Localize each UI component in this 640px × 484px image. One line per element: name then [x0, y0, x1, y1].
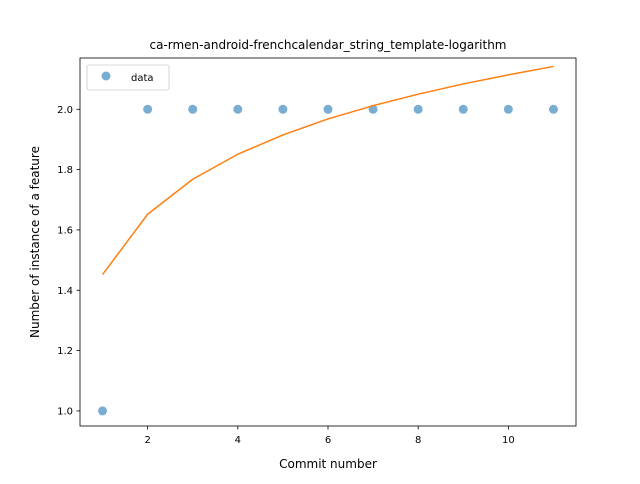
data-point	[323, 104, 333, 114]
x-tick-label: 10	[502, 435, 515, 446]
y-tick-label: 1.0	[57, 406, 73, 417]
chart-title: ca-rmen-android-frenchcalendar_string_te…	[149, 38, 506, 52]
x-axis-label: Commit number	[279, 457, 377, 471]
y-axis-label: Number of instance of a feature	[28, 146, 42, 338]
y-axis-ticks: 1.0 1.2 1.4 1.6 1.8 2.0	[57, 105, 80, 417]
data-point	[278, 104, 288, 114]
legend-marker	[101, 71, 111, 81]
y-tick-label: 1.4	[57, 286, 73, 297]
series-layer	[98, 65, 558, 416]
data-point	[143, 104, 153, 114]
x-tick-label: 2	[144, 435, 150, 446]
y-tick-label: 1.6	[57, 225, 73, 236]
legend-box	[86, 64, 170, 91]
legend: data	[86, 64, 170, 91]
data-point	[413, 104, 423, 114]
legend-label: data	[131, 73, 154, 84]
data-point	[548, 104, 558, 114]
x-tick-label: 4	[235, 435, 241, 446]
data-point	[458, 104, 468, 114]
x-tick-label: 6	[325, 435, 331, 446]
data-point	[503, 104, 513, 114]
x-axis-ticks: 2 4 6 8 10	[144, 426, 515, 446]
y-tick-label: 1.2	[57, 346, 73, 357]
data-point	[98, 406, 108, 416]
y-tick-label: 2.0	[57, 105, 73, 116]
data-point	[233, 104, 243, 114]
x-tick-label: 8	[415, 435, 421, 446]
data-point	[188, 104, 198, 114]
fit-line	[101, 65, 554, 276]
y-tick-label: 1.8	[57, 165, 73, 176]
